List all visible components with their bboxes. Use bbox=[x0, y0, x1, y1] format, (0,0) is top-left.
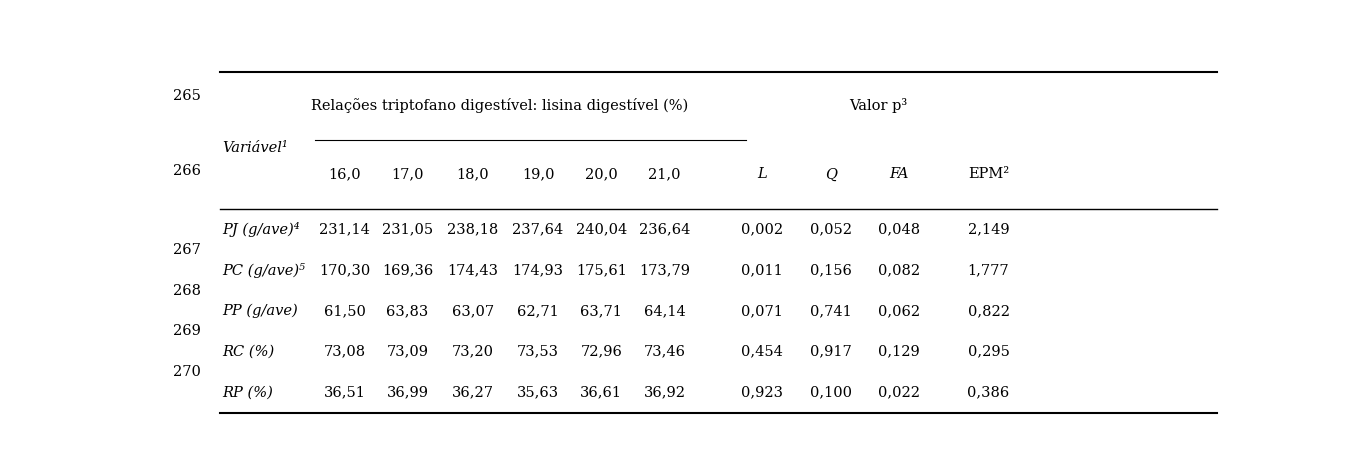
Text: 62,71: 62,71 bbox=[517, 304, 559, 318]
Text: PP (g/ave): PP (g/ave) bbox=[223, 304, 299, 318]
Text: 36,51: 36,51 bbox=[323, 385, 365, 399]
Text: 0,386: 0,386 bbox=[967, 385, 1010, 399]
Text: 173,79: 173,79 bbox=[638, 263, 690, 277]
Text: 236,64: 236,64 bbox=[638, 223, 690, 237]
Text: EPM²: EPM² bbox=[968, 168, 1009, 181]
Text: 174,43: 174,43 bbox=[447, 263, 498, 277]
Text: 36,99: 36,99 bbox=[387, 385, 429, 399]
Text: 0,048: 0,048 bbox=[879, 223, 921, 237]
Text: 21,0: 21,0 bbox=[648, 168, 680, 181]
Text: L: L bbox=[758, 168, 767, 181]
Text: 35,63: 35,63 bbox=[517, 385, 559, 399]
Text: 2,149: 2,149 bbox=[968, 223, 1009, 237]
Text: 20,0: 20,0 bbox=[585, 168, 618, 181]
Text: 231,14: 231,14 bbox=[319, 223, 369, 237]
Text: 0,923: 0,923 bbox=[741, 385, 784, 399]
Text: 240,04: 240,04 bbox=[576, 223, 627, 237]
Text: 1,777: 1,777 bbox=[968, 263, 1009, 277]
Text: 63,07: 63,07 bbox=[452, 304, 494, 318]
Text: 73,46: 73,46 bbox=[644, 345, 686, 358]
Text: 231,05: 231,05 bbox=[382, 223, 433, 237]
Text: 0,052: 0,052 bbox=[809, 223, 851, 237]
Text: 170,30: 170,30 bbox=[319, 263, 371, 277]
Text: 237,64: 237,64 bbox=[512, 223, 564, 237]
Text: 18,0: 18,0 bbox=[456, 168, 489, 181]
Text: Relações triptofano digestível: lisina digestível (%): Relações triptofano digestível: lisina d… bbox=[311, 98, 687, 113]
Text: RC (%): RC (%) bbox=[223, 345, 274, 358]
Text: 0,917: 0,917 bbox=[809, 345, 851, 358]
Text: Q: Q bbox=[824, 168, 837, 181]
Text: 0,822: 0,822 bbox=[967, 304, 1009, 318]
Text: 0,022: 0,022 bbox=[879, 385, 921, 399]
Text: 0,741: 0,741 bbox=[809, 304, 851, 318]
Text: Variável¹: Variável¹ bbox=[223, 141, 288, 155]
Text: 16,0: 16,0 bbox=[329, 168, 361, 181]
Text: 269: 269 bbox=[174, 324, 201, 338]
Text: 169,36: 169,36 bbox=[382, 263, 433, 277]
Text: 73,53: 73,53 bbox=[517, 345, 559, 358]
Text: 36,92: 36,92 bbox=[644, 385, 686, 399]
Text: 64,14: 64,14 bbox=[644, 304, 686, 318]
Text: 0,156: 0,156 bbox=[809, 263, 851, 277]
Text: 268: 268 bbox=[174, 284, 201, 298]
Text: 238,18: 238,18 bbox=[447, 223, 498, 237]
Text: 0,071: 0,071 bbox=[741, 304, 784, 318]
Text: 265: 265 bbox=[174, 89, 201, 103]
Text: 266: 266 bbox=[174, 164, 201, 178]
Text: 0,295: 0,295 bbox=[968, 345, 1009, 358]
Text: 0,011: 0,011 bbox=[741, 263, 784, 277]
Text: FA: FA bbox=[889, 168, 909, 181]
Text: 267: 267 bbox=[174, 243, 201, 257]
Text: 73,08: 73,08 bbox=[323, 345, 365, 358]
Text: 73,20: 73,20 bbox=[452, 345, 494, 358]
Text: 270: 270 bbox=[174, 365, 201, 379]
Text: 0,129: 0,129 bbox=[879, 345, 919, 358]
Text: 36,27: 36,27 bbox=[452, 385, 494, 399]
Text: 175,61: 175,61 bbox=[576, 263, 626, 277]
Text: Valor p³: Valor p³ bbox=[849, 98, 907, 113]
Text: 73,09: 73,09 bbox=[387, 345, 429, 358]
Text: 72,96: 72,96 bbox=[580, 345, 622, 358]
Text: 36,61: 36,61 bbox=[580, 385, 622, 399]
Text: 19,0: 19,0 bbox=[521, 168, 554, 181]
Text: 63,71: 63,71 bbox=[580, 304, 622, 318]
Text: 61,50: 61,50 bbox=[323, 304, 365, 318]
Text: 17,0: 17,0 bbox=[391, 168, 424, 181]
Text: 0,002: 0,002 bbox=[741, 223, 784, 237]
Text: RP (%): RP (%) bbox=[223, 385, 273, 399]
Text: PC (g/ave)⁵: PC (g/ave)⁵ bbox=[223, 263, 306, 278]
Text: 63,83: 63,83 bbox=[387, 304, 429, 318]
Text: 0,062: 0,062 bbox=[879, 304, 921, 318]
Text: 0,454: 0,454 bbox=[741, 345, 784, 358]
Text: 174,93: 174,93 bbox=[512, 263, 564, 277]
Text: PJ (g/ave)⁴: PJ (g/ave)⁴ bbox=[223, 222, 300, 237]
Text: 0,082: 0,082 bbox=[879, 263, 921, 277]
Text: 0,100: 0,100 bbox=[809, 385, 851, 399]
